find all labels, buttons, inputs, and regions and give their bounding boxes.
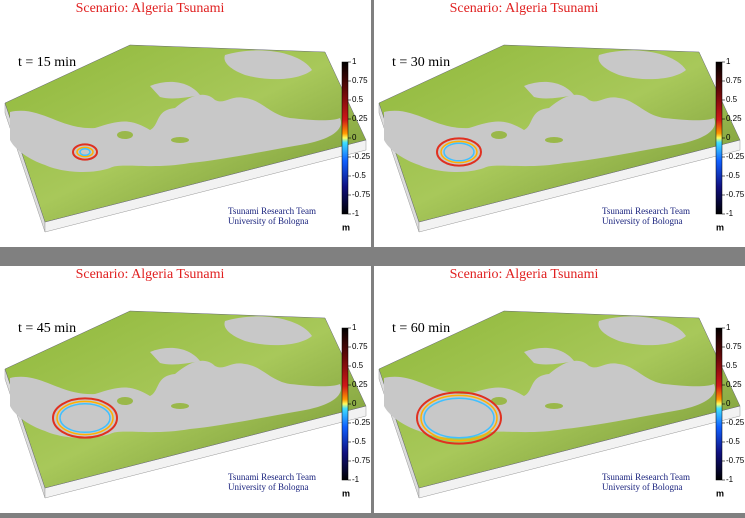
colorbar-tick-label: 0.5 bbox=[726, 95, 738, 104]
colorbar-tick-label: 0.75 bbox=[352, 342, 368, 351]
map-sea bbox=[384, 360, 715, 438]
map-sea bbox=[524, 347, 574, 365]
colorbar-tick-label: -1 bbox=[726, 209, 734, 218]
colorbar-tick-label: 0.25 bbox=[352, 380, 368, 389]
credit-line: Tsunami Research Team bbox=[228, 472, 316, 482]
wave-front bbox=[436, 137, 482, 167]
map-island bbox=[171, 137, 189, 143]
map-island bbox=[171, 403, 189, 409]
time-label: t = 45 min bbox=[18, 321, 76, 336]
colorbar-tick-label: 0 bbox=[726, 133, 731, 142]
scenario-title: Scenario: Algeria Tsunami bbox=[450, 1, 599, 16]
scenario-title: Scenario: Algeria Tsunami bbox=[450, 267, 599, 282]
colorbar-tick-label: -0.25 bbox=[352, 418, 371, 427]
scenario-title: Scenario: Algeria Tsunami bbox=[76, 267, 225, 282]
map-sea bbox=[598, 316, 686, 346]
wave-front bbox=[440, 140, 478, 164]
colorbar-tick-label: 0 bbox=[726, 399, 731, 408]
wave-front bbox=[420, 394, 498, 442]
colorbar-tick-label: 1 bbox=[352, 323, 357, 332]
map-island bbox=[545, 137, 563, 143]
colorbar-tick-label: 1 bbox=[726, 57, 731, 66]
colorbar-unit: m bbox=[716, 222, 724, 232]
colorbar bbox=[715, 327, 723, 481]
colorbar-tick-label: 0.5 bbox=[352, 361, 364, 370]
scenario-title: Scenario: Algeria Tsunami bbox=[76, 1, 225, 16]
map-island bbox=[117, 397, 133, 405]
wave-front bbox=[443, 142, 475, 162]
panel: Scenario: Algeria Tsunami t = 30 min Tsuna… bbox=[374, 0, 745, 247]
wave-front bbox=[423, 397, 495, 439]
wave-front bbox=[79, 147, 91, 157]
colorbar-tick-label: -1 bbox=[726, 475, 734, 484]
map-sea bbox=[150, 81, 200, 99]
colorbar-tick-label: -0.5 bbox=[352, 437, 366, 446]
colorbar-tick-label: -0.5 bbox=[352, 171, 366, 180]
credit-line: University of Bologna bbox=[602, 482, 683, 492]
colorbar-tick-label: 0 bbox=[352, 399, 357, 408]
colorbar-unit: m bbox=[342, 488, 350, 498]
colorbar-tick-label: 0.75 bbox=[726, 76, 742, 85]
colorbar-tick-label: -0.5 bbox=[726, 171, 740, 180]
wave-front bbox=[416, 391, 502, 445]
time-label: t = 60 min bbox=[392, 321, 450, 336]
colorbar-tick-label: -1 bbox=[352, 209, 360, 218]
map-island bbox=[491, 131, 507, 139]
time-label: t = 15 min bbox=[18, 55, 76, 70]
map-island bbox=[491, 397, 507, 405]
credit-line: University of Bologna bbox=[602, 216, 683, 226]
colorbar-tick-label: -1 bbox=[352, 475, 360, 484]
colorbar-tick-label: 0 bbox=[352, 133, 357, 142]
time-label: t = 30 min bbox=[392, 55, 450, 70]
map-sea bbox=[224, 316, 312, 346]
credit-line: Tsunami Research Team bbox=[602, 206, 690, 216]
panel: Scenario: Algeria Tsunami t = 45 min Tsuna… bbox=[0, 266, 371, 513]
colorbar-tick-label: 0.25 bbox=[352, 114, 368, 123]
colorbar-tick-label: 0.75 bbox=[726, 342, 742, 351]
colorbar-tick-label: 1 bbox=[726, 323, 731, 332]
credit-line: Tsunami Research Team bbox=[228, 206, 316, 216]
map-island bbox=[545, 403, 563, 409]
map-sea bbox=[150, 347, 200, 365]
colorbar-tick-label: 0.75 bbox=[352, 76, 368, 85]
credit-line: Tsunami Research Team bbox=[602, 472, 690, 482]
colorbar bbox=[341, 61, 349, 215]
credit-line: University of Bologna bbox=[228, 482, 309, 492]
colorbar-tick-label: -0.25 bbox=[726, 152, 745, 161]
colorbar-unit: m bbox=[716, 488, 724, 498]
credit-line: University of Bologna bbox=[228, 216, 309, 226]
panel: Scenario: Algeria Tsunami t = 60 min Tsuna… bbox=[374, 266, 745, 513]
map-sea bbox=[598, 50, 686, 80]
colorbar-tick-label: -0.25 bbox=[726, 418, 745, 427]
colorbar-tick-label: 1 bbox=[352, 57, 357, 66]
wave-front bbox=[59, 402, 111, 434]
colorbar-tick-label: 0.5 bbox=[726, 361, 738, 370]
wave-front bbox=[76, 146, 94, 158]
colorbar-unit: m bbox=[342, 222, 350, 232]
map-sea bbox=[524, 81, 574, 99]
wave-front bbox=[52, 397, 118, 439]
map-sea bbox=[384, 94, 715, 172]
map-island bbox=[117, 131, 133, 139]
colorbar-tick-label: -0.75 bbox=[352, 456, 371, 465]
colorbar bbox=[715, 61, 723, 215]
wave-front bbox=[72, 143, 98, 161]
colorbar-tick-label: 0.5 bbox=[352, 95, 364, 104]
colorbar-tick-label: -0.75 bbox=[726, 456, 745, 465]
wave-front bbox=[56, 400, 114, 436]
colorbar-tick-label: 0.25 bbox=[726, 114, 742, 123]
colorbar-tick-label: -0.25 bbox=[352, 152, 371, 161]
colorbar-tick-label: -0.75 bbox=[726, 190, 745, 199]
panel: Scenario: Algeria Tsunami t = 15 min Tsuna… bbox=[0, 0, 371, 247]
colorbar-tick-label: -0.5 bbox=[726, 437, 740, 446]
map-sea bbox=[224, 50, 312, 80]
colorbar bbox=[341, 327, 349, 481]
map-sea bbox=[10, 360, 341, 438]
colorbar-tick-label: -0.75 bbox=[352, 190, 371, 199]
colorbar-tick-label: 0.25 bbox=[726, 380, 742, 389]
